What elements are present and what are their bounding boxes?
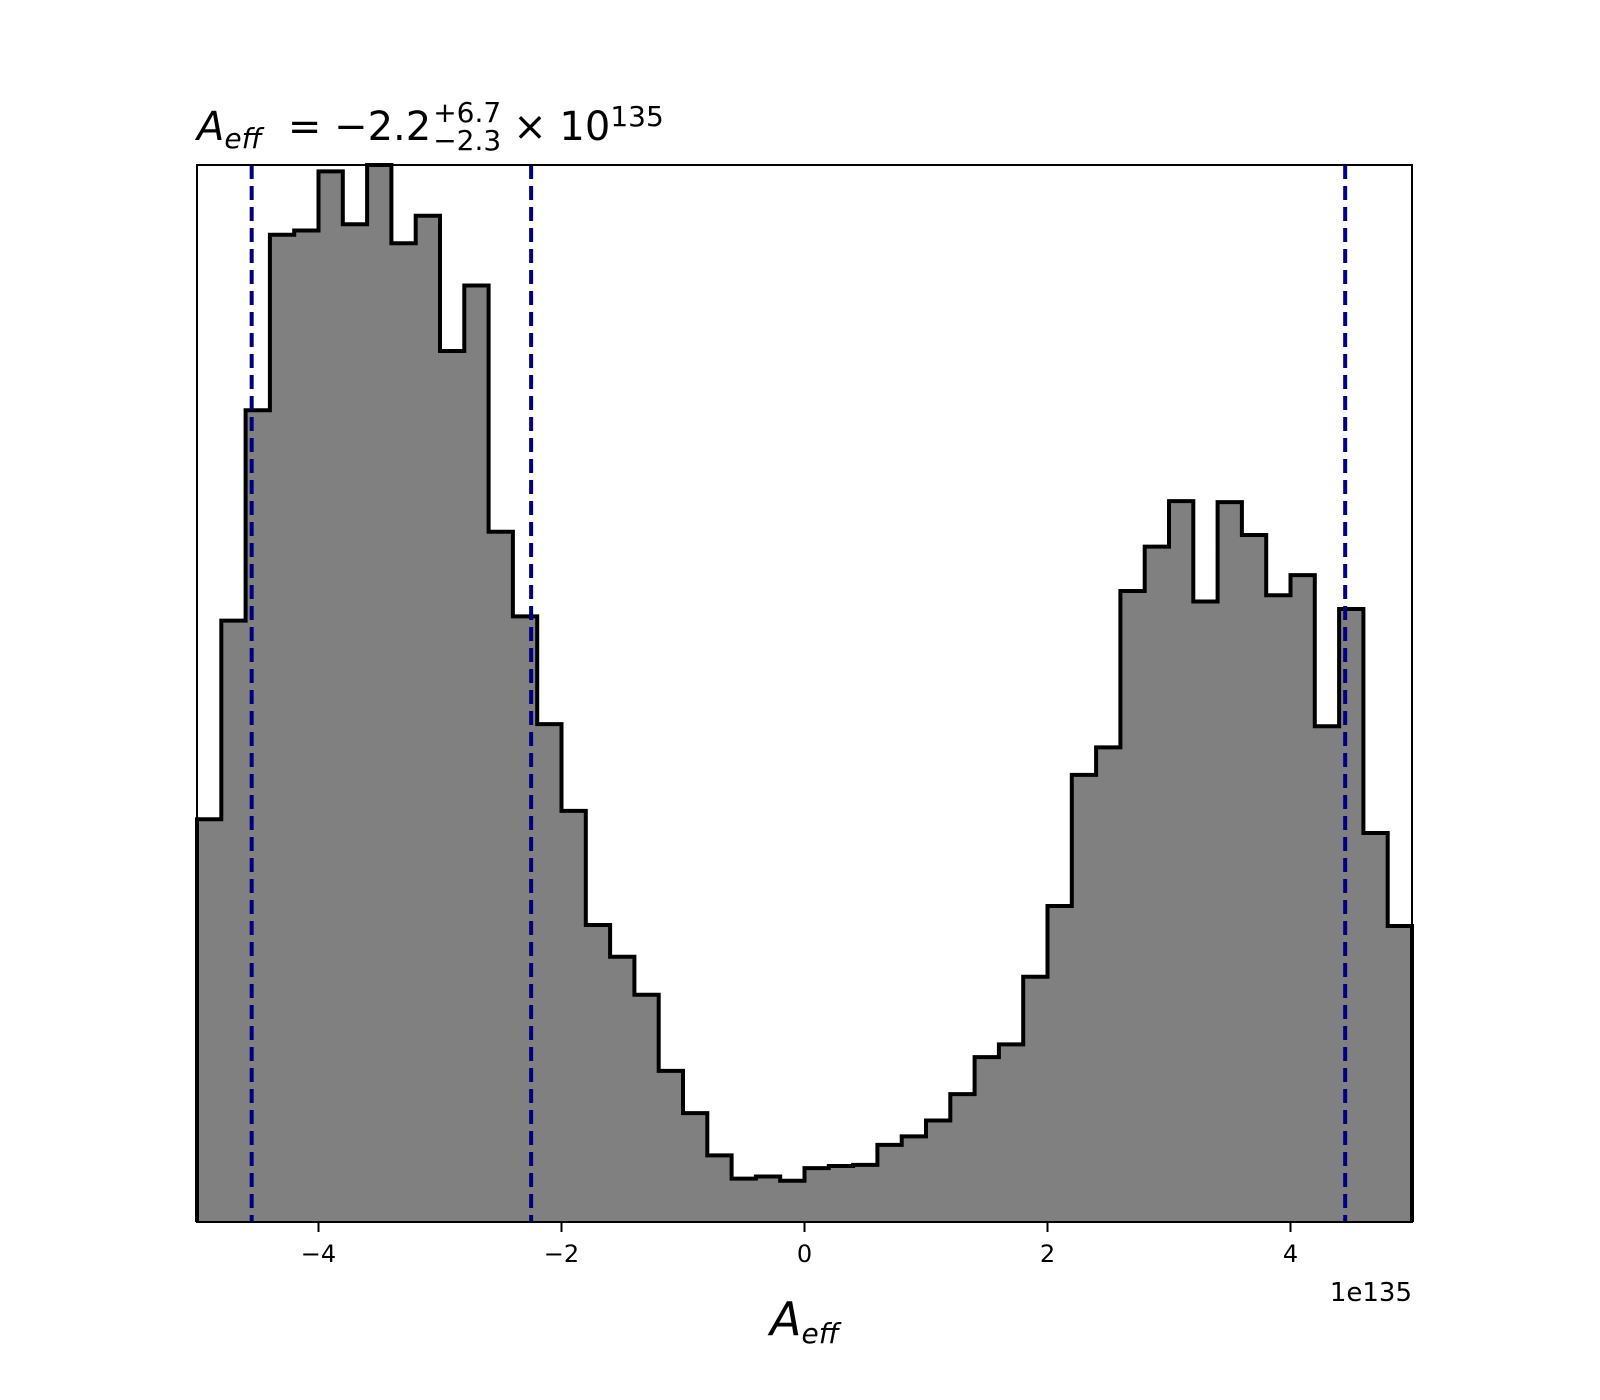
histogram-bar xyxy=(610,956,635,1222)
histogram-bar xyxy=(294,230,320,1222)
histogram-bar xyxy=(634,994,660,1222)
histogram-bar xyxy=(488,531,514,1222)
title-subscript: eff xyxy=(224,122,264,155)
histogram-bar xyxy=(1193,601,1219,1222)
histogram-bar xyxy=(1120,590,1146,1222)
x-axis-offset-label: 1e135 xyxy=(1330,1278,1412,1308)
histogram-bar xyxy=(853,1164,878,1222)
x-axis-ticks xyxy=(317,1222,1292,1232)
histogram-bar xyxy=(585,924,611,1222)
histogram-bar xyxy=(245,410,271,1222)
histogram-bar xyxy=(512,616,538,1222)
title-symbol: A xyxy=(194,104,224,150)
histogram-outline xyxy=(195,163,1414,1222)
x-tick-label: −2 xyxy=(544,1240,579,1268)
x-tick-label: 0 xyxy=(797,1240,812,1268)
histogram-bar xyxy=(318,171,344,1222)
histogram-bar xyxy=(1339,608,1364,1222)
histogram-bar xyxy=(974,1057,1000,1222)
histogram-bar xyxy=(1144,546,1170,1222)
histogram-bar xyxy=(877,1144,903,1222)
chart-title-scale: × 10135 xyxy=(513,100,664,150)
title-times: × 10 xyxy=(513,104,610,150)
histogram-bar xyxy=(1047,905,1073,1222)
x-axis-label-symbol: A xyxy=(767,1292,801,1346)
histogram-bar xyxy=(367,165,392,1222)
quantile-lines xyxy=(249,165,1348,1222)
histogram-bar xyxy=(926,1120,951,1222)
histogram-bar xyxy=(391,243,417,1222)
title-exponent: 135 xyxy=(610,100,663,133)
histogram-bar xyxy=(731,1178,757,1222)
histogram-bar xyxy=(1023,976,1049,1222)
x-axis-label: Aeff xyxy=(767,1292,842,1350)
histogram-bar xyxy=(1071,774,1097,1222)
histogram-bar xyxy=(221,620,247,1222)
histogram-bar xyxy=(780,1180,806,1222)
histogram-bar xyxy=(1363,833,1389,1222)
title-lower-error: −2.3 xyxy=(433,124,501,157)
chart-title: Aeff = −2.2 +6.7 −2.3 × 10135 xyxy=(194,96,664,157)
histogram-bar xyxy=(537,724,563,1222)
histogram-bar xyxy=(1169,501,1194,1223)
histogram-bar xyxy=(269,234,295,1223)
title-median: −2.2 xyxy=(334,104,431,150)
chart-title-main: Aeff = −2.2 xyxy=(194,104,431,155)
title-upper-error: +6.7 xyxy=(433,96,501,129)
histogram-bar xyxy=(1096,747,1121,1222)
histogram-bar xyxy=(1217,502,1243,1223)
histogram-bar xyxy=(804,1168,830,1222)
histogram-bar xyxy=(197,819,222,1222)
histogram-bar xyxy=(683,1113,708,1222)
histogram-bar xyxy=(561,810,587,1222)
histogram-bar xyxy=(901,1136,927,1222)
histogram-bar xyxy=(707,1155,733,1222)
histogram-bar xyxy=(998,1044,1024,1222)
x-axis-tick-labels: −4 −2 0 2 4 xyxy=(301,1240,1298,1268)
x-axis-label-subscript: eff xyxy=(802,1317,842,1350)
histogram-bar xyxy=(440,351,465,1223)
histogram-bar xyxy=(828,1165,854,1222)
x-tick-label: 2 xyxy=(1040,1240,1055,1268)
histogram-bar xyxy=(1241,534,1267,1222)
histogram-bar xyxy=(342,224,368,1222)
histogram-bar xyxy=(1266,595,1292,1222)
histogram-bar xyxy=(415,215,441,1223)
histogram-bars xyxy=(197,165,1413,1223)
title-equals: = xyxy=(288,104,334,150)
x-tick-label: −4 xyxy=(301,1240,336,1268)
histogram-bar xyxy=(1290,575,1316,1222)
histogram-bar xyxy=(464,285,490,1222)
histogram-bar xyxy=(1314,726,1340,1222)
histogram-bar xyxy=(658,1070,684,1222)
histogram-bar xyxy=(755,1176,781,1222)
x-tick-label: 4 xyxy=(1283,1240,1298,1268)
histogram-bar xyxy=(950,1094,976,1222)
histogram-bar xyxy=(1387,926,1413,1222)
